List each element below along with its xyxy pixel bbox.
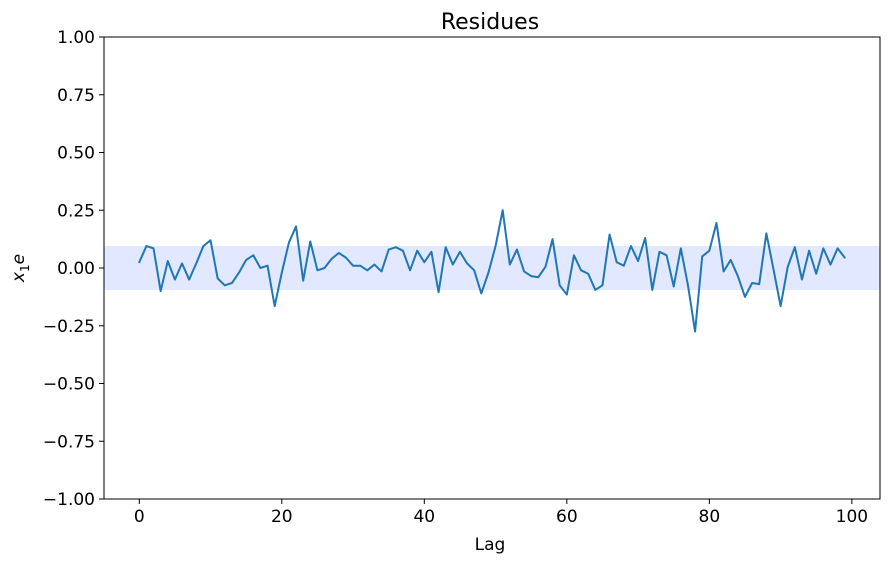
plot-area: 0 20 40 60 80 100 1.00 0.75 0.50 0.25 0.00 −0.25 −0.…	[43, 28, 881, 527]
y-tick-label: −0.75	[43, 432, 95, 452]
x-axis-label: Lag	[475, 535, 506, 555]
x-tick-label: 20	[271, 507, 293, 527]
y-tick-label: 0.00	[57, 259, 95, 279]
y-tick-label: −1.00	[43, 490, 95, 510]
y-tick-label: 0.75	[57, 86, 95, 106]
y-axis-label: x1e	[9, 254, 32, 283]
residue-series-line	[138, 209, 846, 333]
y-tick-label: 0.25	[57, 201, 95, 221]
y-tick-label: −0.25	[43, 317, 95, 337]
y-axis-label-suffix: e	[9, 254, 29, 264]
y-tick-label: 0.50	[57, 144, 95, 164]
y-tick-label: 1.00	[57, 28, 95, 48]
y-axis-label-subscript: 1	[18, 264, 32, 272]
chart-title: Residues	[441, 10, 539, 35]
y-axis-label-main: x	[9, 271, 29, 283]
y-tick-label: −0.50	[43, 375, 95, 395]
x-tick-label: 60	[556, 507, 578, 527]
x-tick-label: 100	[836, 507, 868, 527]
x-tick-label: 0	[134, 507, 145, 527]
x-tick-label: 40	[413, 507, 435, 527]
x-tick-label: 80	[699, 507, 721, 527]
